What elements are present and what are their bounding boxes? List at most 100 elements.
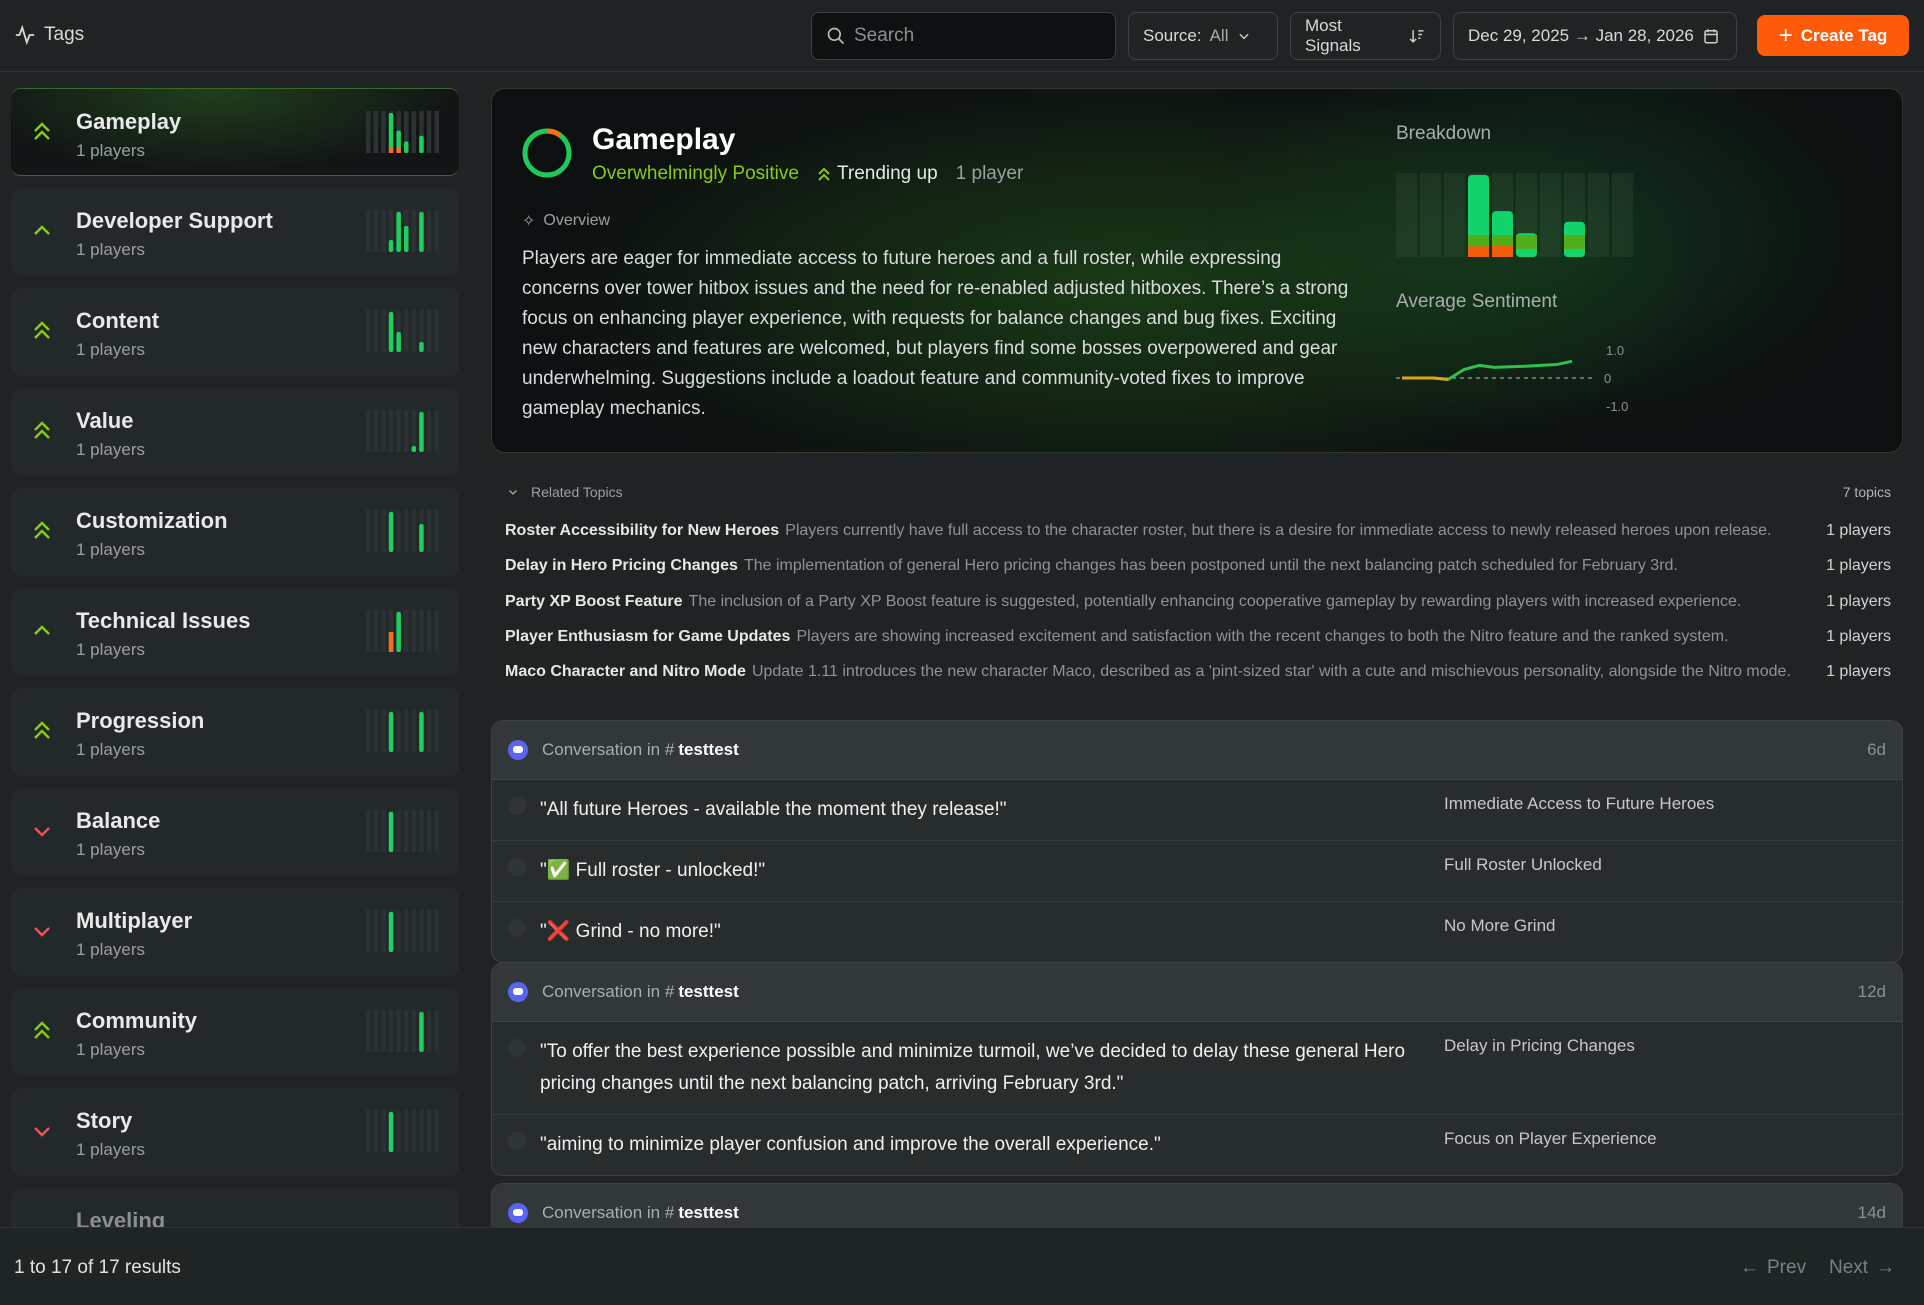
tag-players: 1 players: [76, 840, 145, 859]
spark-track: [388, 410, 394, 452]
topic-players: 1 players: [1826, 663, 1891, 681]
spark-track: [366, 1110, 371, 1152]
spark-track: [426, 111, 432, 153]
quote-label: No More Grind: [1444, 916, 1556, 935]
date-range-picker[interactable]: Dec 29, 2025 → Jan 28, 2026: [1453, 12, 1737, 60]
spark-track: [396, 510, 401, 552]
tag-name: Community: [76, 1008, 197, 1033]
channel-name[interactable]: testtest: [678, 740, 739, 759]
sidebar-item-progression[interactable]: Progression 1 players: [11, 688, 459, 776]
sort-button[interactable]: Most Signals: [1290, 12, 1441, 60]
next-button[interactable]: Next →: [1829, 1257, 1895, 1279]
related-topic-row[interactable]: Roster Accessibility for New Heroes Playe…: [505, 522, 1891, 552]
create-tag-button[interactable]: + Create Tag: [1757, 15, 1909, 56]
related-topics-toggle[interactable]: Related Topics: [507, 484, 623, 500]
tag-sparkline: [366, 410, 439, 452]
spark-bar: [396, 612, 401, 652]
spark-bar: [388, 912, 394, 952]
spark-bar-negative: [396, 147, 401, 153]
prev-button[interactable]: ← Prev: [1740, 1257, 1806, 1279]
quote-row[interactable]: "To offer the best experience possible a…: [492, 1022, 1902, 1115]
quote-label: Focus on Player Experience: [1444, 1129, 1657, 1148]
related-topic-row[interactable]: Maco Character and Nitro Mode Update 1.11…: [505, 663, 1891, 693]
breakdown-label: Breakdown: [1396, 123, 1492, 144]
source-label: Source:: [1143, 26, 1202, 45]
spark-bar: [388, 512, 394, 552]
sidebar-item-balance[interactable]: Balance 1 players: [11, 788, 459, 876]
row-checkbox[interactable]: [508, 1039, 526, 1057]
tag-detail-panel: Gameplay Overwhelmingly Positive Trendin…: [491, 88, 1903, 453]
prev-label: Prev: [1767, 1257, 1807, 1278]
sidebar-item-community[interactable]: Community 1 players: [11, 988, 459, 1076]
spark-track: [381, 111, 386, 153]
spark-track: [381, 610, 386, 652]
conversation-card[interactable]: Conversation in # testtest 6d "All future H…: [491, 720, 1903, 963]
sidebar-item-content[interactable]: Content 1 players: [11, 288, 459, 376]
topic-title: Party XP Boost Feature: [505, 592, 683, 610]
spark-bar-negative: [388, 632, 394, 652]
row-checkbox[interactable]: [508, 1132, 526, 1150]
spark-track: [381, 1110, 386, 1152]
row-checkbox[interactable]: [508, 858, 526, 876]
related-topic-row[interactable]: Delay in Hero Pricing Changes The impleme…: [505, 557, 1891, 587]
sidebar-item-multiplayer[interactable]: Multiplayer 1 players: [11, 888, 459, 976]
spark-track: [396, 910, 401, 952]
channel-name[interactable]: testtest: [678, 982, 739, 1001]
tag-players: 1 players: [76, 240, 145, 259]
related-topic-row[interactable]: Player Enthusiasm for Game Updates Player…: [505, 628, 1891, 658]
breakdown-bar-negative: [1492, 245, 1513, 257]
sidebar-item-developer-support[interactable]: Developer Support 1 players: [11, 188, 459, 276]
topic-description: Update 1.11 introduces the new character…: [751, 663, 1791, 681]
sidebar-item-value[interactable]: Value 1 players: [11, 388, 459, 476]
spark-track: [404, 410, 409, 452]
sentiment-line-neutral: [1402, 376, 1449, 381]
spark-track: [426, 1010, 432, 1052]
spark-track: [434, 210, 439, 252]
sidebar-item-story[interactable]: Story 1 players: [11, 1088, 459, 1176]
spark-track: [411, 910, 417, 952]
quote-text: "aiming to minimize player confusion and…: [540, 1134, 1161, 1155]
chevron-down-icon: [29, 818, 55, 844]
tag-sparkline: [366, 610, 439, 652]
spark-track: [411, 810, 417, 852]
arrow-left-icon: ←: [1740, 1257, 1759, 1278]
discord-icon: [508, 740, 528, 760]
spark-track: [381, 810, 386, 852]
spark-track: [411, 710, 417, 752]
spark-bar: [396, 332, 401, 352]
spark-track: [404, 710, 409, 752]
spark-track: [404, 610, 409, 652]
spark-bar: [419, 524, 424, 552]
tag-players: 1 players: [76, 1140, 145, 1159]
spark-track: [404, 310, 409, 352]
tag-name: Customization: [76, 508, 228, 533]
related-topic-row[interactable]: Party XP Boost Feature The inclusion of a…: [505, 593, 1891, 623]
tag-sparkline: [366, 510, 439, 552]
channel-name[interactable]: testtest: [678, 1203, 739, 1222]
spark-track: [388, 610, 394, 652]
spark-bar: [419, 1012, 424, 1052]
quote-row[interactable]: "All future Heroes - available the momen…: [492, 780, 1902, 841]
spark-track: [411, 111, 417, 153]
page-title: Tags: [14, 24, 84, 46]
breakdown-bar-mixed: [1468, 235, 1489, 249]
source-filter[interactable]: Source: All: [1128, 12, 1278, 60]
sidebar-item-gameplay[interactable]: Gameplay 1 players: [11, 88, 459, 176]
sidebar-item-technical-issues[interactable]: Technical Issues 1 players: [11, 588, 459, 676]
sidebar-item-customization[interactable]: Customization 1 players: [11, 488, 459, 576]
conversation-card[interactable]: Conversation in # testtest 12d "To offer th…: [491, 962, 1903, 1176]
quote-row[interactable]: "❌ Grind - no more!" No More Grind: [492, 902, 1902, 962]
tag-players: 1 players: [76, 640, 145, 659]
arrow-right-icon: →: [1876, 1257, 1896, 1278]
row-checkbox[interactable]: [508, 797, 526, 815]
tag-players: 1 players: [76, 340, 145, 359]
quote-row[interactable]: "✅ Full roster - unlocked!" Full Roster U…: [492, 841, 1902, 902]
topic-count: 7 topics: [1842, 484, 1891, 500]
row-checkbox[interactable]: [508, 919, 526, 937]
search-input[interactable]: Search: [811, 12, 1116, 60]
quote-row[interactable]: "aiming to minimize player confusion and…: [492, 1115, 1902, 1175]
next-label: Next: [1829, 1257, 1869, 1278]
quote-text: "❌ Grind - no more!": [540, 921, 721, 942]
spark-track: [434, 111, 439, 153]
spark-track: [396, 410, 401, 452]
